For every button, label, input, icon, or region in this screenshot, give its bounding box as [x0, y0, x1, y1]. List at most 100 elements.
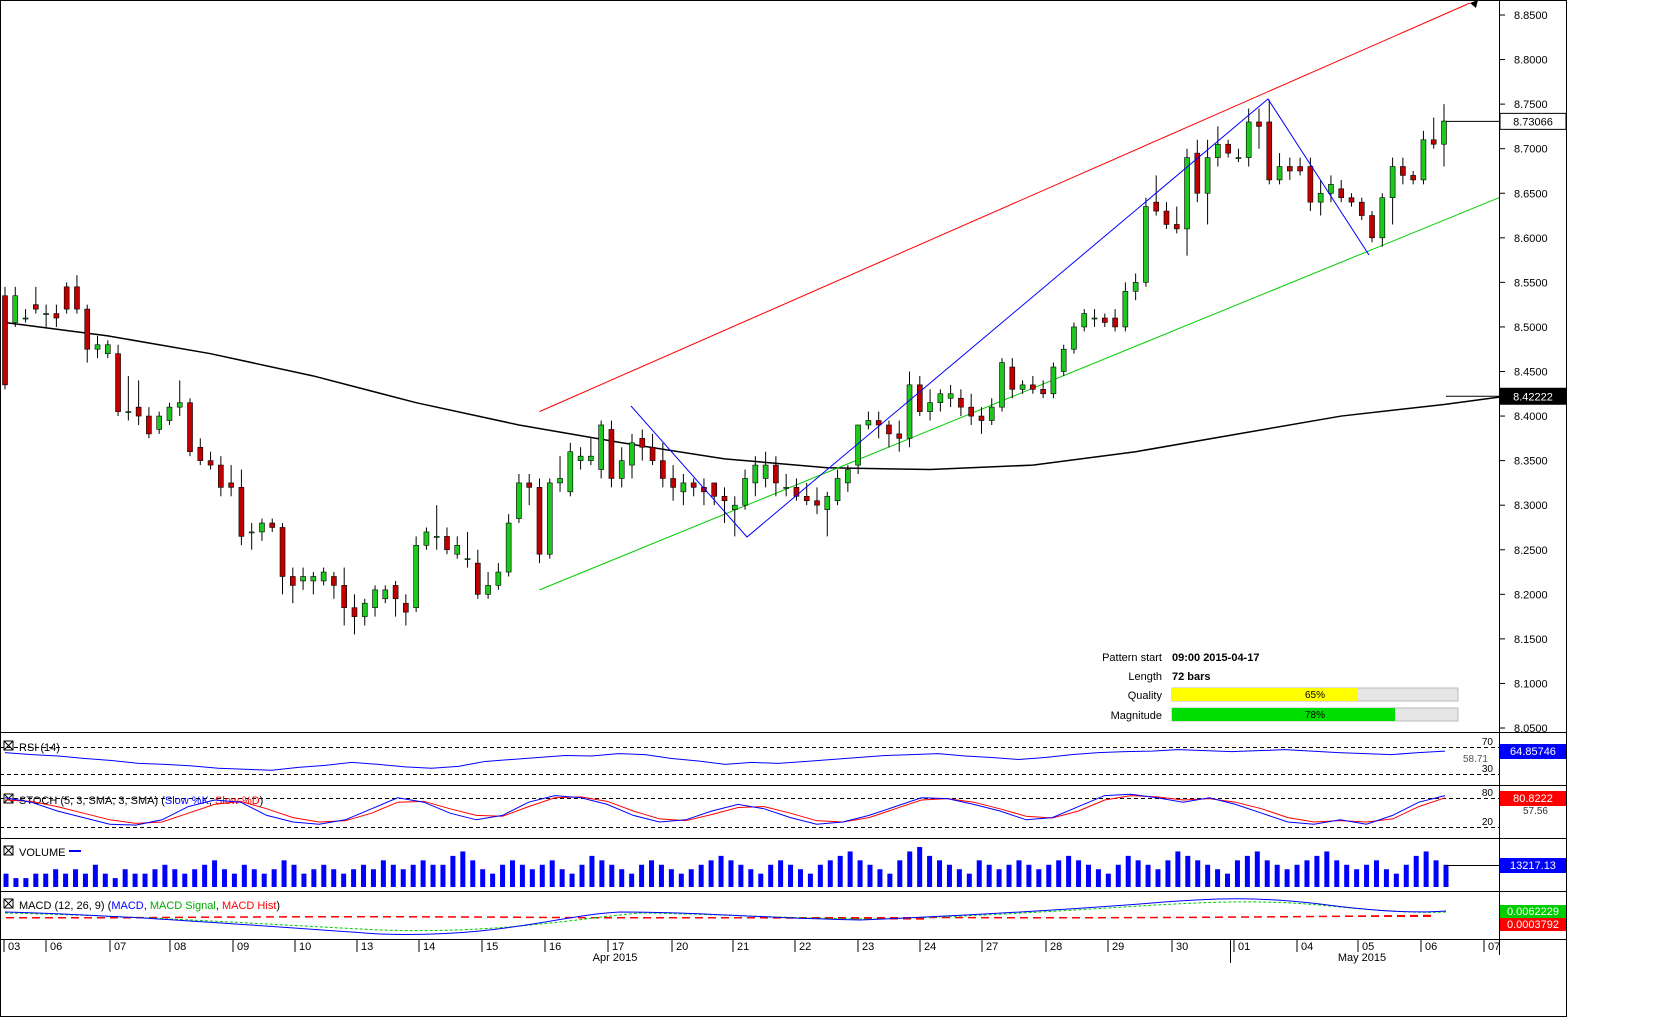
macd-hist-bar [1332, 915, 1340, 918]
volume-bar [569, 873, 575, 887]
macd-hist-bar [1007, 916, 1015, 919]
volume-bar [946, 864, 952, 887]
volume-bar [23, 878, 29, 887]
candle-body [495, 571, 502, 586]
volume-bar [758, 873, 764, 887]
macd-hist-bar [1254, 916, 1262, 918]
macd-hist-bar [760, 917, 768, 919]
volume-bar [1225, 873, 1231, 887]
volume-bar [460, 851, 466, 887]
volume-bar [390, 864, 396, 887]
candle-body [968, 406, 974, 417]
volume-bar [1085, 864, 1091, 887]
candle-body [1071, 326, 1077, 350]
macd-hist-bar [1397, 914, 1405, 917]
stoch-k-line [4, 793, 1446, 826]
volume-bar [609, 864, 615, 887]
volume-bar [857, 860, 863, 887]
candle-body [310, 576, 317, 582]
volume-bar [1036, 869, 1042, 887]
volume-bar [589, 855, 595, 887]
volume-bars [3, 847, 1449, 887]
volume-bar [1046, 864, 1052, 887]
candle-body [906, 384, 913, 439]
volume-bar [480, 869, 486, 887]
volume-bar [122, 869, 128, 887]
volume-close-icon[interactable] [3, 845, 14, 856]
candle-body [331, 576, 337, 586]
time-label: 29 [1112, 941, 1124, 953]
volume-close-icon-x2 [3, 845, 14, 856]
price-tick-label: 8.0500 [1514, 723, 1548, 735]
candle-body [701, 487, 707, 493]
candle-body [320, 571, 327, 582]
candle-body [156, 415, 162, 430]
rsi-close-icon[interactable] [3, 740, 14, 751]
candle-body [1430, 139, 1437, 145]
price-tick-label: 8.7000 [1514, 144, 1548, 156]
stoch-close-icon[interactable] [3, 793, 14, 804]
macd-hist-bar [1033, 916, 1041, 919]
macd-hist-bar [1241, 916, 1249, 918]
candle-body [516, 482, 522, 519]
price-tick-label: 8.1000 [1514, 678, 1548, 690]
candle-body [1040, 389, 1046, 395]
candle-body [546, 482, 553, 555]
macd-hist-bar [1163, 916, 1171, 919]
volume-bar [1115, 864, 1121, 887]
candle-body [382, 589, 389, 600]
channel-lines [539, 0, 1500, 591]
volume-bar [649, 860, 655, 887]
candle-body [947, 393, 954, 399]
volume-bar [599, 860, 605, 887]
volume-bar [1185, 855, 1191, 887]
macd-close-icon[interactable] [3, 898, 14, 909]
time-label: 23 [862, 941, 874, 953]
macd-hist-bar [201, 916, 209, 918]
candle-body [1225, 143, 1231, 154]
volume-bar [1403, 864, 1409, 887]
volume-bar [271, 869, 277, 887]
time-label: 10 [299, 941, 311, 953]
candle-body [289, 576, 296, 586]
volume-bar [500, 864, 506, 887]
time-label: 28 [1050, 941, 1062, 953]
time-label: 22 [799, 941, 811, 953]
macd-hist-bar [149, 916, 157, 919]
candle-body [1050, 366, 1057, 395]
volume-bar [817, 864, 823, 887]
time-label: 07 [114, 941, 126, 953]
candle-body [1030, 384, 1036, 390]
candle-body [731, 504, 738, 510]
macd-hist-bar [396, 916, 404, 918]
time-label: 24 [924, 941, 936, 953]
volume-bar [1254, 851, 1260, 887]
volume-bar [430, 864, 436, 887]
stoch-value: 80.8222 [1513, 793, 1553, 805]
macd-hist-bar [97, 917, 105, 919]
volume-bar [867, 864, 873, 887]
volume-bar [440, 864, 446, 887]
macd-hist-bar [552, 916, 560, 919]
volume-bar [1264, 860, 1270, 887]
macd-hist-bar [318, 916, 326, 918]
candle-body [814, 500, 820, 506]
macd-line [4, 898, 1447, 935]
macd-hist-bar [1072, 916, 1080, 919]
volume-bar [1304, 860, 1310, 887]
candle-body [125, 411, 132, 413]
stoch-label-suffix: ) [260, 795, 264, 807]
rsi-level-low: 30 [1482, 764, 1494, 775]
macd-hist-bar [422, 916, 430, 918]
length-label: Length [1128, 671, 1162, 683]
candle-body [104, 344, 111, 354]
volume-bar [1066, 855, 1072, 887]
macd-hist-bar [19, 917, 27, 919]
macd-hist-bar [279, 916, 287, 918]
candle-body [958, 397, 964, 408]
candle-body [649, 446, 656, 461]
candle-body [1112, 317, 1118, 328]
candle-body [392, 585, 399, 600]
volume-bar [1284, 869, 1290, 887]
time-label: 05 [1362, 941, 1374, 953]
